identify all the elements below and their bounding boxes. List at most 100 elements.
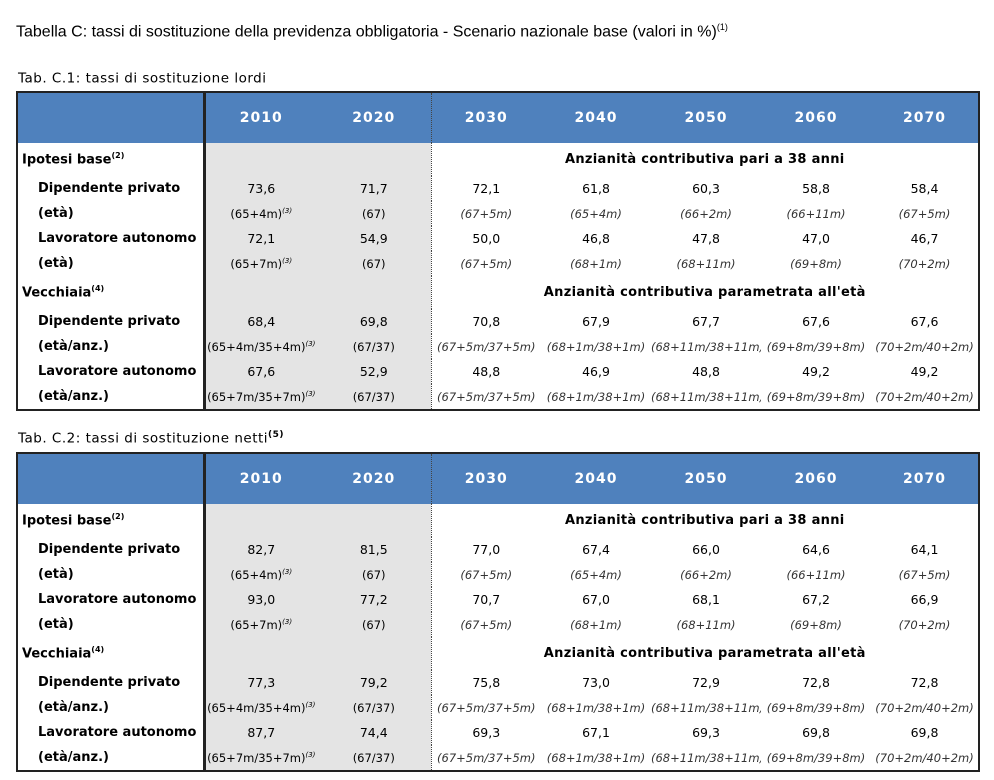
year-header: 2050: [651, 92, 761, 143]
value-cell: 72,8: [802, 675, 830, 690]
page-title: Tabella C: tassi di sostituzione della p…: [16, 22, 728, 41]
value-cell: (65+7m/35+7m)(3): [202, 384, 317, 410]
row-label: Lavoratore autonomo: [38, 592, 197, 607]
group-label: Vecchiaia(4): [22, 284, 105, 301]
year-header: 2040: [541, 92, 651, 143]
grey-cell: [317, 143, 431, 176]
table-row: Lavoratore autonomo 67,6 52,9 48,8 46,9 48,8 4…: [17, 359, 979, 384]
value-cell: (70+2m): [898, 617, 951, 632]
value-cell: 58,4: [910, 181, 939, 196]
value-cell: (68+11m/38+11m): [651, 339, 761, 354]
table-row: (età) (65+7m)(3) (67) (67+5m) (68+1m) (68+11m…: [17, 251, 979, 276]
value-cell: (65+4m)(3): [202, 562, 317, 587]
year-header: 2030: [430, 92, 541, 143]
group-description: Anzianità contributiva parametrata all'e…: [430, 276, 979, 309]
grey-cell: [202, 143, 317, 176]
grey-cell: [202, 637, 317, 670]
value-cell: 74,4: [317, 720, 431, 745]
value-cell: (65+4m): [570, 567, 622, 582]
value-cell: (65+4m)(3): [202, 201, 317, 226]
value-cell: 46,9: [582, 364, 610, 379]
row-label: (età/anz.): [38, 389, 109, 404]
table-row: Lavoratore autonomo 87,7 74,4 69,3 67,1 69,3 6…: [17, 720, 979, 745]
value-cell: 77,3: [202, 670, 317, 695]
table-row: (età) (65+7m)(3) (67) (67+5m) (68+1m) (68+11m…: [17, 612, 979, 637]
grey-cell: [202, 276, 317, 309]
table-row: Dipendente privato 68,4 69,8 70,8 67,9 67,7 67…: [17, 309, 979, 334]
value-cell: 50,0: [430, 226, 541, 251]
value-cell: 61,8: [582, 181, 610, 196]
value-cell: 67,0: [582, 592, 610, 607]
value-cell: 67,2: [802, 592, 830, 607]
value-cell: 72,9: [692, 675, 720, 690]
value-cell: 72,1: [202, 226, 317, 251]
year-header: 2020: [317, 92, 431, 143]
value-cell: 60,3: [692, 181, 720, 196]
header-row: 2010 2020 2030 2040 2050 2060 2070: [17, 453, 979, 504]
table-row: Dipendente privato 77,3 79,2 75,8 73,0 72,9 72…: [17, 670, 979, 695]
value-cell: 52,9: [317, 359, 431, 384]
grey-cell: [317, 504, 431, 537]
value-cell: 66,0: [692, 542, 720, 557]
group-row: Vecchiaia(4) Anzianità contributiva param…: [17, 276, 979, 309]
row-label: Dipendente privato: [38, 314, 181, 329]
value-cell: (68+1m/38+1m): [546, 389, 646, 404]
value-cell: (67+5m): [430, 612, 541, 637]
value-cell: (65+7m)(3): [202, 251, 317, 276]
value-cell: (70+2m/40+2m): [875, 389, 974, 404]
group-description: Anzianità contributiva parametrata all'e…: [430, 637, 979, 670]
value-cell: (66+11m): [786, 206, 846, 221]
value-cell: 67,6: [910, 314, 939, 329]
year-header: 2030: [430, 453, 541, 504]
value-cell: 69,8: [317, 309, 431, 334]
row-label: (età/anz.): [38, 700, 109, 715]
table-row: (età) (65+4m)(3) (67) (67+5m) (65+4m) (66+2m)…: [17, 562, 979, 587]
value-cell: 72,1: [430, 176, 541, 201]
value-cell: 68,1: [692, 592, 720, 607]
value-cell: (69+8m): [790, 256, 842, 271]
value-cell: (67): [317, 201, 431, 226]
value-cell: (67/37): [317, 745, 431, 771]
value-cell: 64,6: [802, 542, 830, 557]
row-label: (età): [38, 567, 74, 582]
value-cell: (69+8m/39+8m): [766, 750, 866, 765]
value-cell: (67): [317, 251, 431, 276]
value-cell: 68,4: [202, 309, 317, 334]
value-cell: (67): [317, 612, 431, 637]
value-cell: (70+2m/40+2m): [875, 700, 974, 715]
group-row: Ipotesi base(2) Anzianità contributiva pa…: [17, 143, 979, 176]
year-header: 2060: [761, 453, 871, 504]
value-cell: (70+2m): [898, 256, 951, 271]
group-description: Anzianità contributiva pari a 38 anni: [430, 143, 979, 176]
value-cell: 93,0: [202, 587, 317, 612]
value-cell: 70,8: [430, 309, 541, 334]
header-blank: [17, 453, 204, 504]
value-cell: 69,8: [910, 725, 939, 740]
table-title: Tab. C.1: tassi di sostituzione lordi: [18, 70, 267, 87]
value-cell: (67+5m/37+5m): [430, 334, 541, 359]
value-cell: (67+5m): [430, 201, 541, 226]
value-cell: (68+11m/38+11m): [651, 750, 761, 765]
year-header: 2010: [202, 453, 317, 504]
table-title: Tab. C.2: tassi di sostituzione netti(5): [18, 430, 285, 447]
value-cell: 54,9: [317, 226, 431, 251]
value-cell: 67,4: [582, 542, 610, 557]
row-label: (età): [38, 617, 74, 632]
value-cell: (67+5m): [898, 567, 951, 582]
group-label: Ipotesi base(2): [22, 512, 125, 529]
value-cell: 49,2: [910, 364, 939, 379]
value-cell: 82,7: [202, 537, 317, 562]
table-row: (età/anz.) (65+4m/35+4m)(3) (67/37) (67+5m/…: [17, 695, 979, 720]
grey-cell: [317, 276, 431, 309]
row-label: Dipendente privato: [38, 675, 181, 690]
value-cell: 47,8: [692, 231, 720, 246]
value-cell: (66+11m): [786, 567, 846, 582]
replacement-rate-table: 2010 2020 2030 2040 2050 2060 2070 Ipotesi base…: [16, 91, 980, 411]
value-cell: 69,8: [802, 725, 830, 740]
value-cell: 79,2: [317, 670, 431, 695]
value-cell: 75,8: [430, 670, 541, 695]
value-cell: (67/37): [317, 334, 431, 359]
value-cell: (67+5m): [898, 206, 951, 221]
value-cell: 48,8: [430, 359, 541, 384]
row-label: Lavoratore autonomo: [38, 725, 197, 740]
